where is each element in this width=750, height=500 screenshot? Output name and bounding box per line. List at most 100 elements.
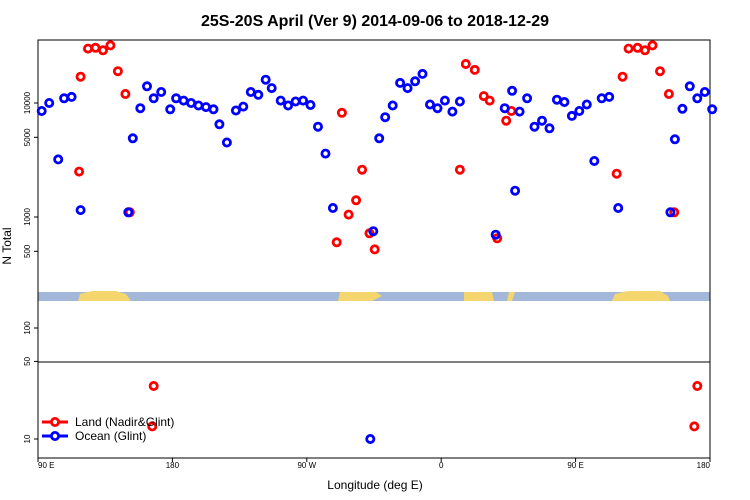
- ocean-data-point: [417, 68, 428, 79]
- ocean-data-point: [677, 103, 688, 114]
- ocean-data-point: [275, 95, 286, 106]
- surface-type-band: [38, 291, 710, 301]
- land-data-point: [501, 115, 512, 126]
- ocean-data-point: [522, 93, 533, 104]
- ocean-data-point: [305, 100, 316, 111]
- ocean-data-point: [165, 104, 176, 115]
- land-data-point: [331, 237, 342, 248]
- land-data-point: [689, 421, 700, 432]
- y-tick-label: 1000: [23, 208, 32, 226]
- ocean-data-point: [529, 121, 540, 132]
- land-band-segment: [612, 291, 670, 301]
- land-data-point: [98, 45, 109, 56]
- x-axis: 90 E 180 90 W 0 90 E 180: [37, 458, 711, 470]
- land-data-point: [454, 164, 465, 175]
- land-data-point: [105, 40, 116, 51]
- land-data-point: [357, 164, 368, 175]
- y-tick-label: 10: [23, 434, 32, 443]
- land-data-point: [147, 421, 158, 432]
- ocean-data-point: [327, 202, 338, 213]
- ocean-data-point: [312, 121, 323, 132]
- land-data-point: [460, 59, 471, 70]
- data-points: [36, 40, 718, 444]
- y-axis-label: N Total: [0, 227, 14, 264]
- ocean-data-point: [566, 110, 577, 121]
- ocean-data-point: [574, 106, 585, 117]
- ocean-data-point: [53, 154, 64, 165]
- ocean-data-point: [669, 134, 680, 145]
- ocean-data-point: [365, 433, 376, 444]
- land-data-point: [148, 380, 159, 391]
- ocean-data-point: [490, 229, 501, 240]
- ocean-data-point: [368, 226, 379, 237]
- ocean-data-point: [127, 133, 138, 144]
- land-data-point: [484, 95, 495, 106]
- legend-ocean-marker: [50, 430, 61, 441]
- ocean-data-point: [123, 207, 134, 218]
- ocean-data-point: [135, 103, 146, 114]
- ocean-data-point: [260, 74, 271, 85]
- ocean-data-point: [156, 87, 167, 98]
- ocean-data-point: [692, 93, 703, 104]
- y-tick-label: 50: [23, 356, 32, 365]
- ocean-data-point: [36, 106, 47, 117]
- land-data-point: [343, 209, 354, 220]
- ocean-data-point: [380, 112, 391, 123]
- land-data-point: [669, 207, 680, 218]
- land-data-point: [369, 244, 380, 255]
- ocean-data-point: [665, 207, 676, 218]
- land-data-point: [640, 45, 651, 56]
- plot-frame: [37, 39, 711, 459]
- y-tick-label: 5000: [23, 128, 32, 146]
- ocean-data-point: [454, 96, 465, 107]
- land-data-point: [663, 89, 674, 100]
- y-tick-label: 100: [23, 321, 32, 335]
- legend-ocean-label: Ocean (Glint): [75, 429, 146, 443]
- ocean-data-point: [447, 106, 458, 117]
- ocean-data-point: [684, 81, 695, 92]
- ocean-data-point: [283, 100, 294, 111]
- x-tick-label: 90 W: [297, 461, 316, 470]
- land-data-point: [120, 89, 131, 100]
- ocean-data-point: [141, 81, 152, 92]
- ocean-data-point: [298, 95, 309, 106]
- ocean-data-point: [230, 105, 241, 116]
- ocean-data-point: [424, 99, 435, 110]
- ocean-data-point: [613, 202, 624, 213]
- land-band-segment: [507, 292, 515, 301]
- ocean-data-point: [604, 91, 615, 102]
- ocean-data-point: [581, 99, 592, 110]
- ocean-data-point: [221, 137, 232, 148]
- ocean-data-point: [499, 103, 510, 114]
- ocean-data-point: [402, 83, 413, 94]
- ocean-data-point: [374, 133, 385, 144]
- ocean-data-point: [66, 91, 77, 102]
- ocean-data-point: [44, 98, 55, 109]
- x-tick-label: 180: [697, 461, 711, 470]
- land-data-point: [692, 380, 703, 391]
- land-data-point: [655, 66, 666, 77]
- land-data-point: [75, 71, 86, 82]
- ocean-data-point: [214, 119, 225, 130]
- ocean-data-point: [387, 100, 398, 111]
- chart-title: 25S-20S April (Ver 9) 2014-09-06 to 2018…: [201, 13, 549, 30]
- x-axis-label: Longitude (deg E): [327, 478, 422, 492]
- y-tick-label: 10000: [23, 91, 32, 114]
- ocean-data-point: [432, 103, 443, 114]
- ocean-data-point: [707, 104, 718, 115]
- ocean-data-point: [75, 205, 86, 216]
- land-data-point: [74, 166, 85, 177]
- ocean-data-point: [238, 101, 249, 112]
- ocean-data-point: [699, 87, 710, 98]
- ocean-data-point: [544, 123, 555, 134]
- land-band-segment: [338, 292, 382, 301]
- ocean-data-point: [514, 106, 525, 117]
- legend-land-label: Land (Nadir&Glint): [75, 415, 174, 429]
- land-band-segment: [78, 291, 131, 301]
- land-data-point: [469, 64, 480, 75]
- ocean-data-point: [537, 115, 548, 126]
- y-tick-label: 500: [23, 244, 32, 258]
- ocean-data-point: [589, 155, 600, 166]
- ocean-data-point: [395, 77, 406, 88]
